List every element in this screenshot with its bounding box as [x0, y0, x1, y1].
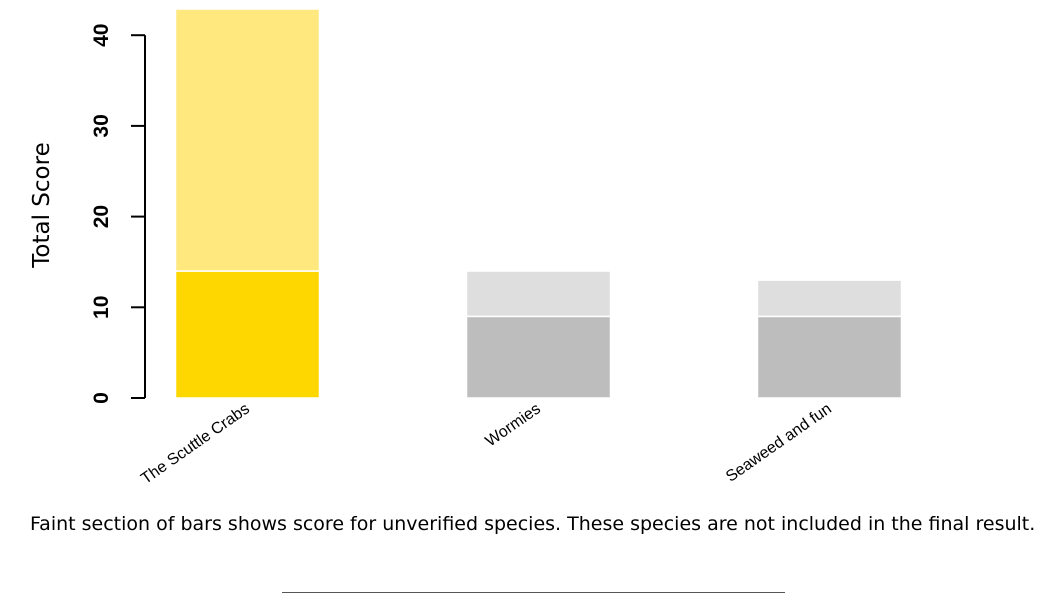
unverified-bar-2 [756, 279, 903, 318]
divider-line [282, 592, 785, 593]
y-axis: 0 10 20 30 40 [90, 24, 146, 404]
x-tick-label: Seaweed and fun [723, 400, 835, 485]
y-axis-label: Total Score [29, 142, 55, 268]
x-axis-labels: The Scuttle Crabs Wormies Seaweed and fun [138, 400, 835, 487]
unverified-bar-1 [465, 270, 612, 318]
bars-group [174, 8, 903, 399]
y-tick-label: 10 [90, 296, 113, 319]
y-tick-label: 0 [90, 392, 113, 404]
verified-bar-0 [174, 270, 321, 399]
x-tick-label: The Scuttle Crabs [138, 400, 253, 487]
bar-chart: 0 10 20 30 40 The Scuttle Crabs Wormies Seawee… [29, 8, 903, 488]
y-tick-label: 30 [90, 114, 113, 137]
unverified-bar-0 [174, 8, 321, 272]
verified-bar-2 [756, 315, 903, 399]
y-tick-label: 20 [90, 205, 113, 228]
verified-bar-1 [465, 315, 612, 399]
y-tick-label: 40 [90, 24, 113, 47]
chart-caption: Faint section of bars shows score for un… [30, 513, 1036, 535]
x-tick-label: Wormies [483, 400, 544, 450]
